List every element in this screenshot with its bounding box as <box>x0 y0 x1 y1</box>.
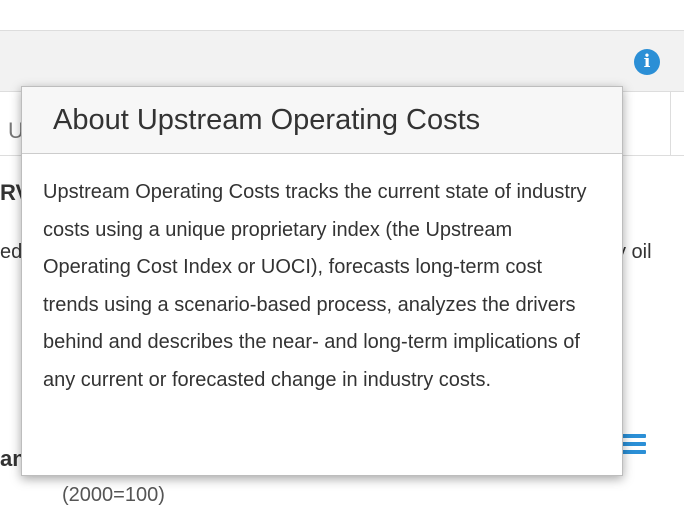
popover-body: Upstream Operating Costs tracks the curr… <box>43 181 587 391</box>
tab-divider <box>670 92 671 156</box>
hamburger-menu-icon[interactable] <box>622 434 646 458</box>
background-axis-label-fragment: (2000=100) <box>62 484 165 506</box>
about-popover: About Upstream Operating Costs Upstream … <box>21 86 623 476</box>
popover-title: About Upstream Operating Costs <box>53 104 481 136</box>
info-icon[interactable]: i <box>634 49 660 75</box>
background-text-fragment: ed <box>0 241 23 263</box>
background-text-fragment-right: y oil <box>616 241 652 263</box>
popover-header: About Upstream Operating Costs <box>22 87 622 154</box>
tab-label-fragment[interactable]: U <box>8 118 24 143</box>
top-bar <box>0 30 684 92</box>
